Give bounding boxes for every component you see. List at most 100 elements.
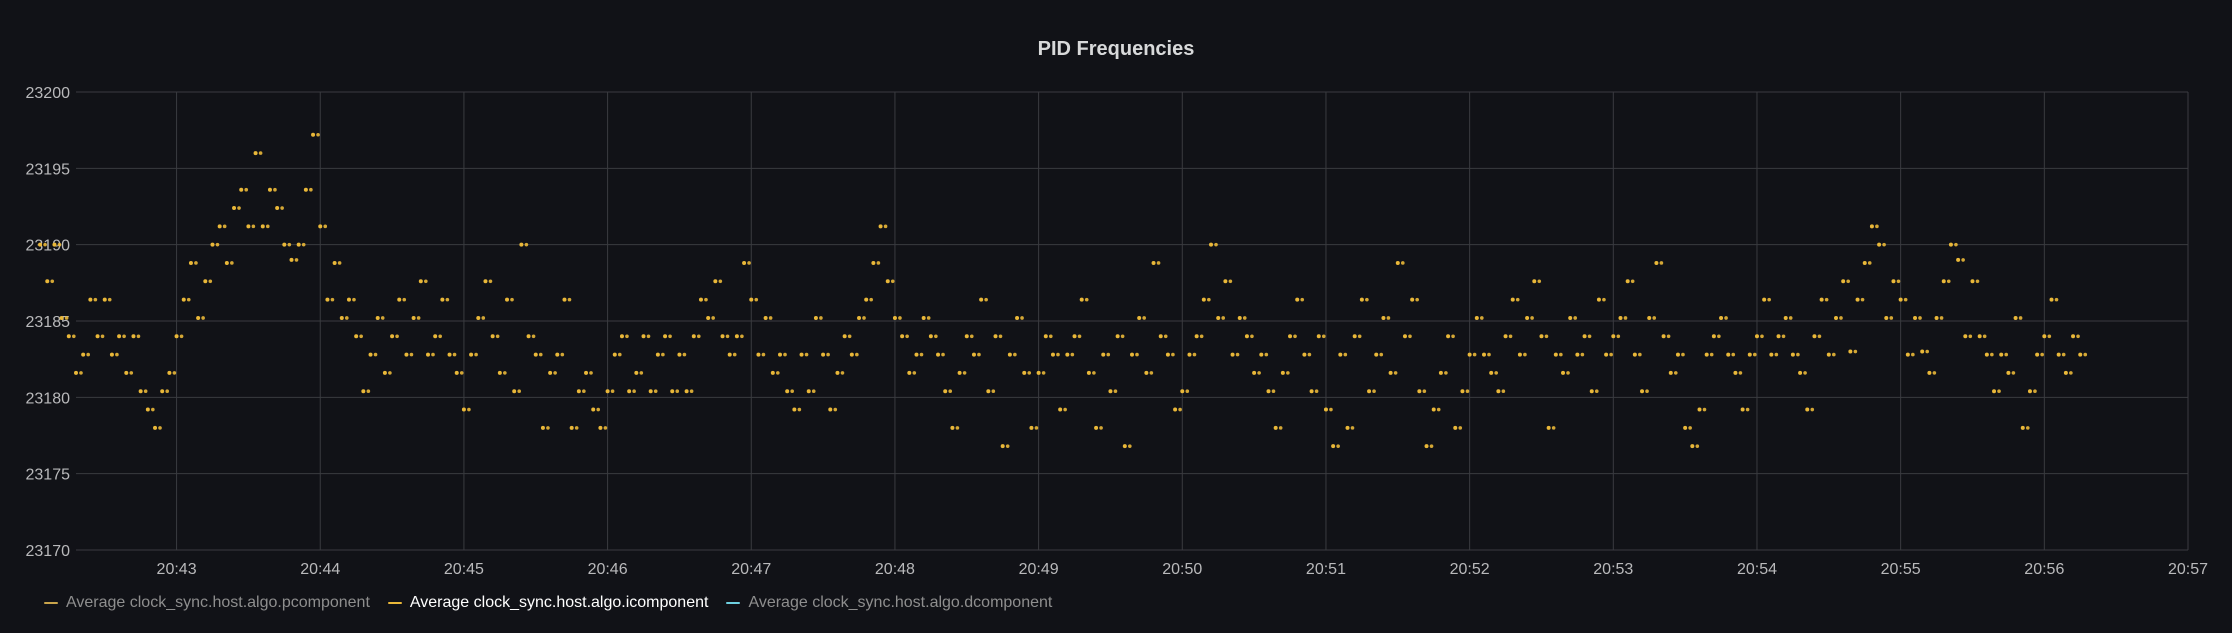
data-point (1084, 297, 1089, 302)
data-point (603, 426, 608, 430)
data-point (1323, 407, 1328, 412)
data-point (682, 352, 687, 357)
x-tick-label: 20:50 (1162, 561, 1202, 578)
data-point (576, 389, 581, 394)
data-point (1300, 297, 1305, 302)
data-point (397, 297, 402, 302)
data-point (1745, 407, 1750, 412)
data-point (1108, 389, 1113, 394)
data-point (1798, 370, 1803, 375)
data-point (1295, 297, 1300, 302)
data-point (1374, 352, 1379, 357)
data-point (1841, 279, 1846, 284)
data-point (998, 334, 1003, 339)
data-point (1982, 334, 1987, 339)
data-point (445, 297, 450, 302)
data-point (1719, 315, 1724, 320)
data-point (275, 206, 280, 211)
legend-item-dcomponent[interactable]: Average clock_sync.host.algo.dcomponent (726, 594, 1052, 612)
legend-label-pcomponent: Average clock_sync.host.algo.pcomponent (66, 594, 370, 611)
data-point (661, 352, 665, 357)
data-point (1596, 297, 1601, 302)
data-point (1920, 349, 1925, 354)
data-point (2004, 352, 2009, 357)
data-point (143, 389, 148, 394)
data-point (244, 187, 249, 192)
data-point (1654, 260, 1659, 265)
data-point (2056, 352, 2061, 357)
data-point (1561, 370, 1566, 375)
data-point (1307, 352, 1312, 357)
data-point (519, 242, 524, 247)
data-point (1970, 279, 1975, 284)
data-point (632, 389, 636, 394)
data-point (1913, 315, 1918, 320)
data-point (251, 224, 256, 229)
data-point (1395, 260, 1400, 265)
data-point (165, 389, 170, 394)
data-point (1508, 334, 1513, 339)
data-point (1209, 242, 1214, 247)
data-point (1724, 316, 1728, 320)
data-point (380, 316, 385, 320)
legend-swatch-dcomponent (726, 602, 741, 604)
data-point (1774, 352, 1779, 357)
data-point (1992, 389, 1997, 394)
data-point (1702, 407, 1707, 412)
data-point (1467, 352, 1472, 357)
data-point (1589, 389, 1594, 394)
data-point (1165, 352, 1170, 357)
data-point (1173, 407, 1178, 412)
data-point (569, 425, 574, 430)
data-point (2061, 352, 2066, 357)
data-point (948, 389, 953, 394)
data-point (1257, 371, 1261, 375)
data-point (469, 352, 474, 357)
data-point (1544, 334, 1549, 339)
data-point (1625, 279, 1630, 284)
data-point (510, 297, 514, 302)
data-point (1056, 352, 1060, 357)
data-point (1869, 224, 1874, 229)
data-point (1948, 242, 1953, 247)
legend-item-icomponent[interactable]: Average clock_sync.host.algo.icomponent (387, 594, 708, 612)
data-point (1043, 334, 1048, 339)
data-point (2027, 389, 2032, 394)
data-point (1367, 389, 1372, 394)
data-point (490, 334, 495, 339)
data-point (610, 389, 615, 394)
data-point (1941, 279, 1946, 284)
y-tick-label: 23180 (26, 390, 71, 407)
data-point (1207, 297, 1211, 302)
data-point (131, 334, 136, 339)
data-point (517, 389, 522, 394)
data-point (560, 352, 565, 357)
legend-label-dcomponent: Average clock_sync.host.algo.dcomponent (748, 594, 1053, 611)
data-point (704, 297, 708, 302)
data-point (50, 279, 55, 284)
data-point (174, 334, 179, 339)
data-point (1616, 334, 1621, 339)
data-point (1788, 316, 1793, 320)
data-point (754, 297, 759, 302)
data-point (1099, 426, 1103, 430)
data-point (711, 316, 715, 320)
data-point (869, 297, 874, 302)
data-point (1453, 425, 1458, 430)
data-point (1302, 352, 1307, 357)
data-point (1050, 352, 1055, 357)
data-point (2063, 370, 2068, 375)
data-point (309, 187, 313, 192)
data-point (584, 370, 589, 375)
x-tick-label: 20:48 (875, 561, 915, 578)
legend-item-pcomponent[interactable]: Average clock_sync.host.algo.pcomponent (44, 594, 370, 612)
data-point (1963, 334, 1968, 339)
data-point (474, 352, 478, 357)
data-point (459, 371, 464, 375)
data-point (151, 407, 155, 412)
data-point (1846, 279, 1850, 284)
data-point (1431, 407, 1436, 412)
data-point (1934, 315, 1939, 320)
data-point (1357, 334, 1362, 339)
